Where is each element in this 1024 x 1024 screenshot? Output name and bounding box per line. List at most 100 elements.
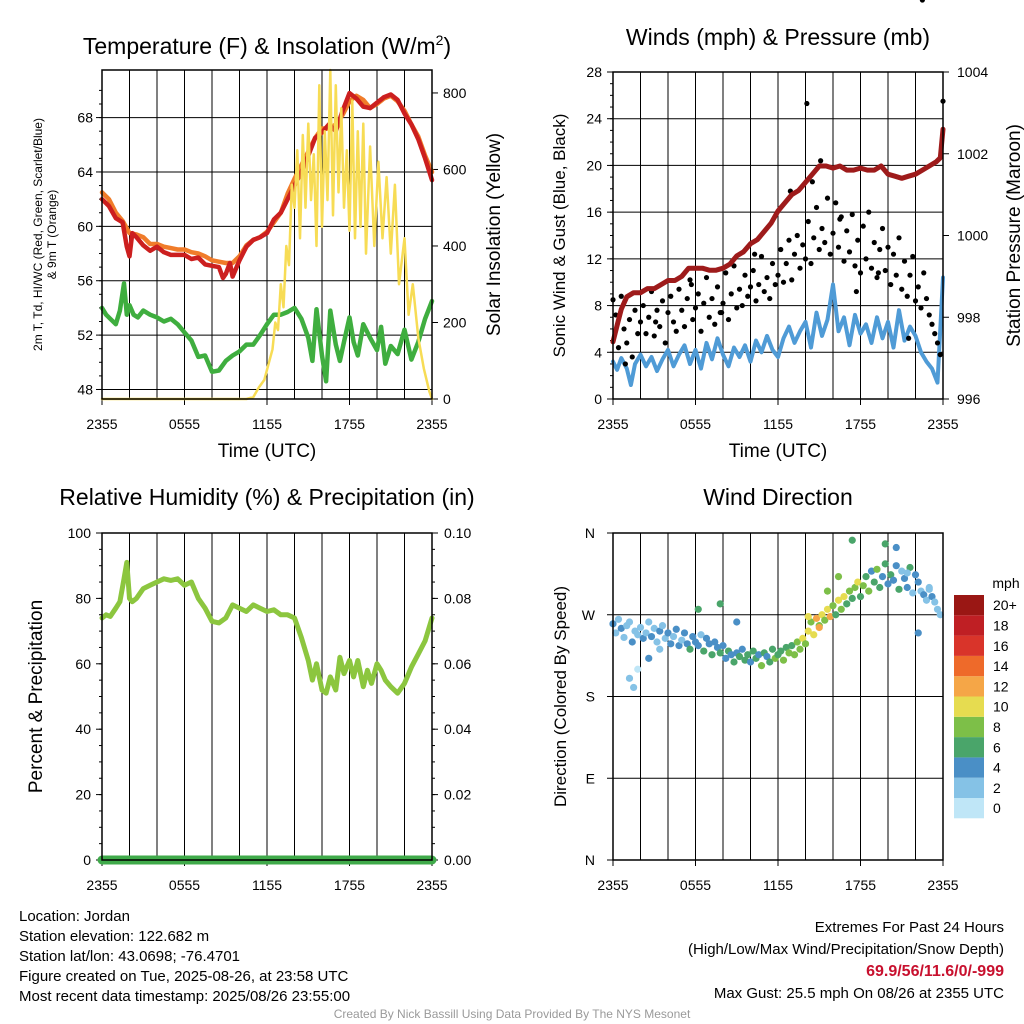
humidity-ytick-label: 40 <box>75 721 91 737</box>
gust-point <box>767 295 773 302</box>
direction-point <box>914 629 922 637</box>
gust-point <box>780 279 787 285</box>
direction-point <box>733 618 741 626</box>
gust-point <box>688 281 694 288</box>
temperature-xlabel: Time (UTC) <box>218 441 317 462</box>
direction-point <box>735 652 744 661</box>
humidity-ytick-label: 80 <box>75 590 91 606</box>
gust-point <box>703 274 710 281</box>
gust-point <box>745 293 751 299</box>
gust-point <box>778 246 784 253</box>
direction-point <box>719 642 727 650</box>
gust-point <box>907 272 913 278</box>
colorbar-label: 2 <box>993 780 1001 796</box>
gust-point <box>714 284 721 290</box>
direction-point <box>854 578 862 586</box>
direction-point <box>694 642 702 650</box>
direction-xtick-label: 1155 <box>763 877 793 893</box>
winds-ytick-label: 4 <box>594 344 602 360</box>
gust-point <box>932 331 938 337</box>
gust-point <box>665 309 671 316</box>
gust-point <box>846 249 853 255</box>
gust-point <box>764 274 770 281</box>
direction-point <box>727 651 735 659</box>
insolation-ylabel: Solar Insolation (Yellow) <box>484 133 505 336</box>
gust-point <box>871 239 877 246</box>
temperature-xtick-label: 2355 <box>416 416 447 432</box>
colorbar-label: 4 <box>993 760 1001 776</box>
gust-point <box>808 260 814 267</box>
direction-point <box>628 638 636 646</box>
gust-point <box>621 326 627 332</box>
direction-xtick-label: 1755 <box>845 877 876 893</box>
gust-point <box>681 323 688 330</box>
direction-point <box>620 633 628 642</box>
temperature-ylabel-2: & 9m T (Orange) <box>45 190 59 280</box>
direction-point <box>873 565 881 573</box>
direction-point <box>700 647 708 655</box>
colorbar-label: 18 <box>993 617 1009 633</box>
temperature-xtick-label: 1755 <box>334 416 365 432</box>
gust-point <box>802 256 809 262</box>
gust-point <box>775 272 781 278</box>
colorbar-swatch <box>954 777 984 798</box>
direction-point <box>763 652 771 661</box>
winds-ytick-label: 24 <box>586 111 602 127</box>
winds-ytick-label: 20 <box>586 157 602 173</box>
gust-point <box>855 237 861 243</box>
pressure-ytick-label: 996 <box>957 391 981 407</box>
colorbar-swatch <box>954 696 984 717</box>
location-text: Location: Jordan <box>19 908 130 925</box>
humidity-xtick-label: 1755 <box>334 877 365 893</box>
direction-point <box>708 651 716 659</box>
gust-point <box>643 331 649 337</box>
gust-point <box>673 328 679 334</box>
insolation-ytick-label: 0 <box>443 391 451 407</box>
gust-point <box>875 270 881 276</box>
direction-point <box>812 614 821 622</box>
gust-point <box>830 230 836 236</box>
gust-point <box>646 314 652 320</box>
gust-point <box>684 295 690 302</box>
colorbar-swatch <box>954 595 984 616</box>
colorbar-swatch <box>954 737 984 758</box>
temperature-xtick-label: 2355 <box>86 416 117 432</box>
winds-xtick-label: 2355 <box>597 416 628 432</box>
gust-point <box>926 312 932 318</box>
direction-point <box>713 643 722 652</box>
direction-point <box>821 616 829 624</box>
humidity-xtick-label: 0555 <box>169 877 200 893</box>
direction-point <box>845 587 854 595</box>
temperature-ytick-label: 56 <box>77 273 93 289</box>
direction-point <box>936 611 944 619</box>
gust-point <box>719 309 725 316</box>
direction-point <box>639 634 647 642</box>
gust-point <box>816 246 822 253</box>
direction-point <box>848 594 856 603</box>
temperature-series-3 <box>100 68 434 401</box>
temperature-xtick-label: 0555 <box>169 416 200 432</box>
gust-point <box>632 307 638 313</box>
gust-point <box>657 323 663 330</box>
direction-point <box>914 578 922 586</box>
temperature-xtick-label: 1155 <box>252 416 282 432</box>
direction-point <box>790 651 799 659</box>
gust-point <box>734 305 740 311</box>
direction-point <box>925 585 933 593</box>
gust-point <box>863 256 869 262</box>
direction-point <box>678 636 686 644</box>
gust-point <box>706 314 712 320</box>
direction-point <box>807 618 815 626</box>
humidity-xtick-label: 2355 <box>86 877 117 893</box>
gust-point <box>772 281 778 288</box>
temperature-title: Temperature (F) & Insolation (W/m2) <box>83 32 451 59</box>
colorbar-swatch <box>954 798 984 819</box>
temperature-ytick-label: 64 <box>77 164 93 180</box>
gust-point <box>789 277 795 283</box>
direction-point <box>647 632 656 641</box>
gust-point <box>709 295 715 302</box>
direction-point <box>683 640 691 648</box>
colorbar-label: 14 <box>993 658 1009 674</box>
extremes-values: 69.9/56/11.6/0/-999 <box>866 963 1004 980</box>
